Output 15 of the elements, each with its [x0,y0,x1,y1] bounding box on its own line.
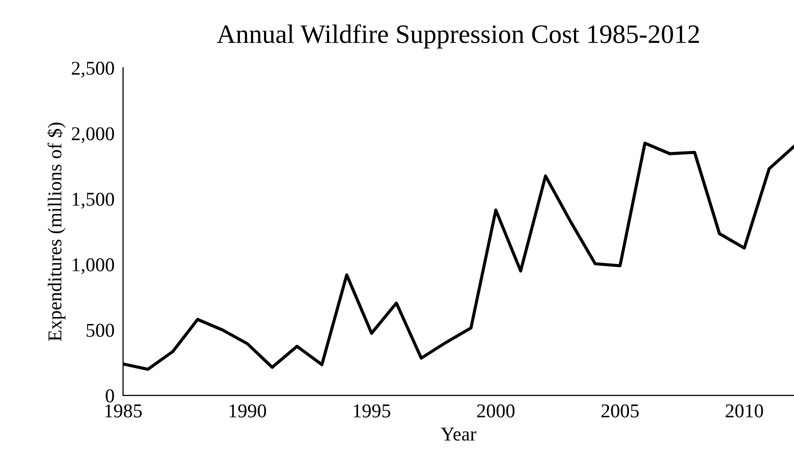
x-tick-label: 2000 [477,404,515,418]
y-tick-label: 500 [86,324,114,337]
y-tick-label: 1,000 [72,258,114,274]
y-axis-title: Expenditures (millions of $) [47,122,66,341]
y-tick-label: 2,500 [72,62,114,78]
y-tick-label: 2,000 [72,127,114,144]
x-tick-label: 2005 [601,404,639,418]
y-tick-label: 0 [106,389,114,402]
chart-title: Annual Wildfire Suppression Cost 1985-2012 [216,24,699,48]
x-tick-label: 1995 [354,404,390,418]
x-tick-label: 1990 [230,404,266,418]
x-tick-label: 2010 [726,404,764,418]
x-tick-label: 1985 [105,404,142,418]
x-axis-title: Year [440,428,476,441]
y-tick-label: 1,500 [72,192,114,209]
